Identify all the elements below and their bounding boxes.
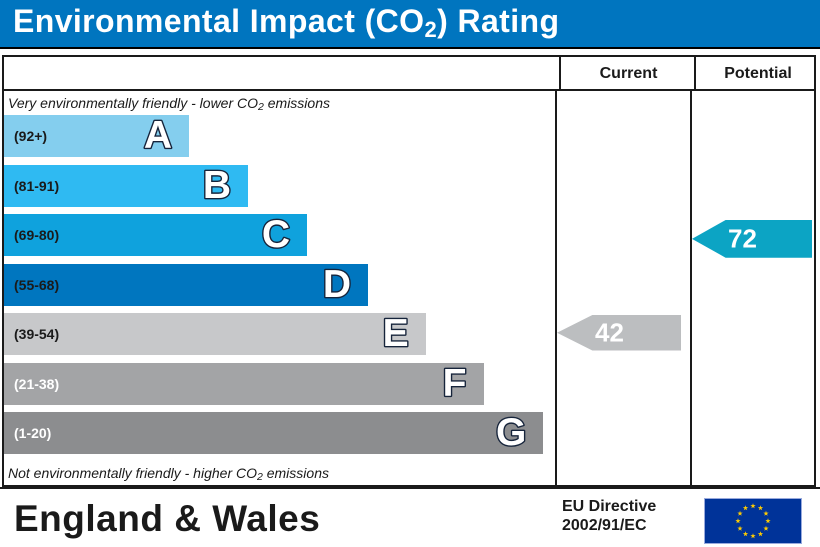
svg-text:B: B — [203, 164, 231, 207]
svg-text:D: D — [323, 263, 351, 306]
svg-text:G: G — [496, 411, 526, 454]
svg-text:A: A — [144, 114, 172, 157]
svg-text:E: E — [383, 312, 409, 355]
svg-text:F: F — [443, 362, 467, 405]
svg-text:C: C — [262, 213, 290, 256]
